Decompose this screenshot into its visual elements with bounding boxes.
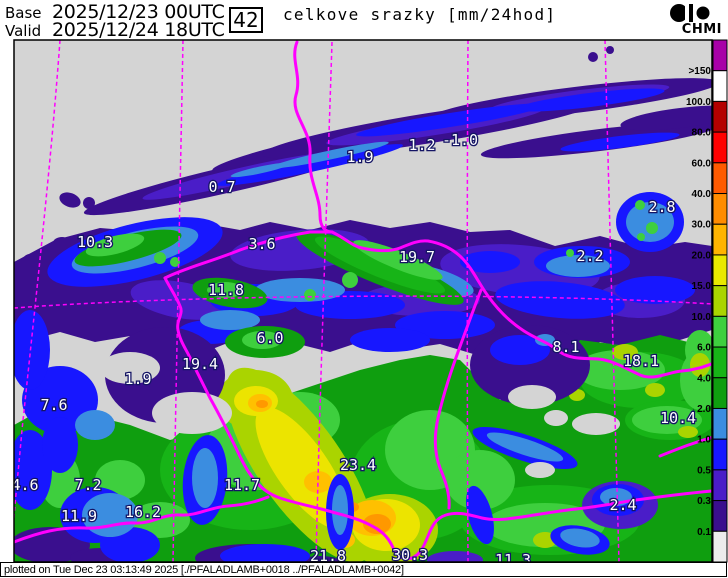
map-value-labels: 0.7 1.9 1.2 -1.0 10.3 3.6 19.7 2.8 2.2 11.8 6.0 8.1… bbox=[11, 130, 697, 569]
colorbar-label: 2.0 bbox=[697, 404, 711, 415]
colorbar-block bbox=[712, 438, 728, 471]
colorbar-label: 1.0 bbox=[697, 435, 711, 446]
colorbar-block bbox=[712, 131, 728, 164]
colorbar-block bbox=[712, 285, 728, 317]
map-value-label: 19.7 bbox=[399, 248, 435, 266]
colorbar-label: 60.0 bbox=[692, 158, 712, 169]
valid-value: 2025/12/24 18UTC bbox=[52, 19, 225, 41]
colorbar-label: 0.3 bbox=[697, 496, 711, 507]
colorbar-block bbox=[712, 39, 728, 72]
colorbar-label: 4.0 bbox=[697, 373, 711, 384]
precip-layer-overlays bbox=[14, 310, 658, 562]
colorbar-label: 0.5 bbox=[697, 465, 711, 476]
map-value-label: 2.8 bbox=[648, 198, 675, 216]
colorbar-label: 30.0 bbox=[692, 220, 712, 231]
map-value-label: 1.2 bbox=[408, 136, 435, 154]
colorbar-block bbox=[712, 500, 728, 532]
colorbar-block bbox=[712, 70, 728, 102]
header-valid-row: Valid 2025/12/24 18UTC bbox=[5, 19, 225, 41]
map-value-label: 4.6 bbox=[11, 476, 38, 494]
colorbar-block bbox=[712, 377, 728, 409]
map-value-label: 11.3 bbox=[495, 551, 531, 569]
colorbar-label: 0.1 bbox=[697, 527, 711, 538]
colorbar-label: 15.0 bbox=[692, 281, 712, 292]
colorbar-block bbox=[712, 162, 728, 195]
map-value-label: 19.4 bbox=[182, 355, 218, 373]
page-title: celkove srazky [mm/24hod] bbox=[283, 5, 557, 24]
latlon-gridlines bbox=[14, 40, 712, 562]
chmi-logo-text: CHMI bbox=[681, 22, 722, 37]
map-value-label: 11.8 bbox=[208, 281, 244, 299]
map-value-label: 11.7 bbox=[224, 476, 260, 494]
map-value-label: 30.3 bbox=[392, 546, 428, 564]
map-value-label: 11.9 bbox=[61, 507, 97, 525]
forecast-hour-box: 42 bbox=[229, 7, 263, 33]
valid-label: Valid bbox=[5, 22, 42, 40]
colorbar-label: >150 bbox=[688, 66, 711, 77]
colorbar-block bbox=[712, 530, 728, 563]
map-value-label: 10.3 bbox=[77, 233, 113, 251]
map-value-label: 7.2 bbox=[74, 476, 101, 494]
colorbar: >150 100.0 80.0 60.0 40.0 30.0 20.0 15.0 10.0 6.0… bbox=[686, 39, 728, 563]
map-value-label: 3.6 bbox=[248, 235, 275, 253]
header-base-row: Base 2025/12/23 00UTC bbox=[5, 1, 225, 23]
map-value-label: 21.8 bbox=[310, 547, 346, 565]
colorbar-block bbox=[712, 193, 728, 225]
base-value: 2025/12/23 00UTC bbox=[52, 1, 225, 23]
chmi-logo-icon bbox=[670, 3, 710, 23]
colorbar-block bbox=[712, 407, 728, 440]
map-value-label: 10.4 bbox=[660, 409, 696, 427]
colorbar-label: 10.0 bbox=[692, 312, 712, 323]
chmi-logo: CHMI bbox=[666, 2, 724, 38]
map-value-label: 7.6 bbox=[40, 396, 67, 414]
colorbar-block bbox=[712, 223, 728, 256]
map-value-label: 1.9 bbox=[124, 370, 151, 388]
colorbar-label: 80.0 bbox=[692, 128, 712, 139]
map-value-label: 6.0 bbox=[256, 329, 283, 347]
colorbar-block bbox=[712, 254, 728, 287]
colorbar-label: 40.0 bbox=[692, 189, 712, 200]
colorbar-label: 100.0 bbox=[686, 97, 711, 108]
map-value-label: 2.2 bbox=[576, 247, 603, 265]
map-value-label: 23.4 bbox=[340, 456, 376, 474]
base-label: Base bbox=[5, 4, 42, 22]
map-value-label: 0.7 bbox=[208, 178, 235, 196]
colorbar-block bbox=[712, 315, 728, 348]
map-value-label: 2.4 bbox=[609, 496, 636, 514]
map-value-label: 18.1 bbox=[623, 352, 659, 370]
colorbar-block bbox=[712, 469, 728, 502]
colorbar-label: 20.0 bbox=[692, 250, 712, 261]
map-value-label: -1.0 bbox=[442, 131, 478, 149]
status-bar: plotted on Tue Dec 23 03:13:49 2025 [./P… bbox=[0, 562, 727, 577]
colorbar-label: 6.0 bbox=[697, 343, 711, 354]
colorbar-block bbox=[712, 100, 728, 133]
country-borders bbox=[14, 40, 712, 561]
map-value-label: 1.9 bbox=[346, 148, 373, 166]
status-text: plotted on Tue Dec 23 03:13:49 2025 [./P… bbox=[4, 563, 404, 576]
map-value-label: 16.2 bbox=[125, 503, 161, 521]
colorbar-block bbox=[712, 346, 728, 379]
map-value-label: 8.1 bbox=[552, 338, 579, 356]
